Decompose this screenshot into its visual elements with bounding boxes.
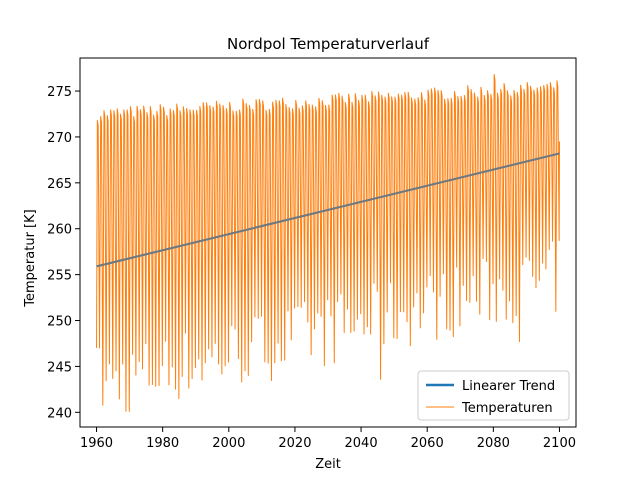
y-axis-label: Temperatur [K]: [23, 209, 38, 307]
y-tick-label: 260: [47, 223, 72, 238]
y-tick-label: 240: [47, 406, 72, 421]
y-tick-label: 245: [47, 360, 72, 375]
legend: Linearer Trend Temperaturen: [417, 370, 570, 421]
legend-box: [417, 370, 570, 421]
plot-area: 1960 1980 2000 2020 2040 2060 2080 2100 240 245 25…: [47, 57, 577, 451]
x-tick-label: 1980: [146, 436, 179, 451]
legend-entry-label: Linearer Trend: [462, 379, 555, 394]
y-tick-label: 265: [47, 177, 72, 192]
x-tick-label: 1960: [80, 436, 113, 451]
legend-entry-label: Temperaturen: [461, 401, 553, 416]
x-tick-label: 2060: [411, 436, 444, 451]
x-tick-label: 2040: [345, 436, 378, 451]
y-tick-label: 275: [47, 85, 72, 100]
chart-title: Nordpol Temperaturverlauf: [227, 35, 430, 53]
y-tick-label: 270: [47, 131, 72, 146]
y-tick-label: 255: [47, 269, 72, 284]
y-tick-label: 250: [47, 315, 72, 330]
plot-frame: [79, 57, 577, 428]
x-axis-label: Zeit: [315, 457, 341, 472]
linear-trend-overlay: [96, 152, 560, 268]
temperature-series-line: [96, 74, 560, 412]
x-tick-label: 2100: [543, 436, 576, 451]
x-tick-label: 2080: [477, 436, 510, 451]
x-tick-label: 2000: [212, 436, 245, 451]
x-tick-label: 2020: [278, 436, 311, 451]
